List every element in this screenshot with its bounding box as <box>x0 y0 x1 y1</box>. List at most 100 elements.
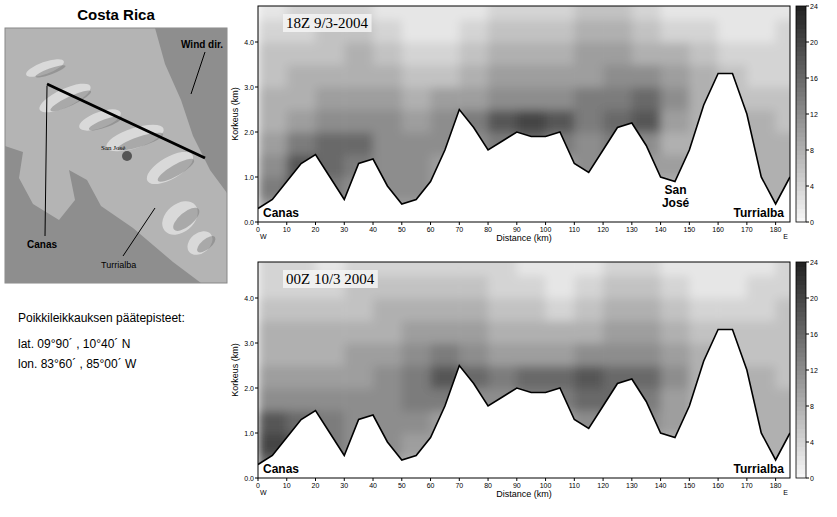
colorbar-step <box>796 262 806 267</box>
x-tick <box>545 222 546 225</box>
colorbar-step <box>796 384 806 389</box>
colorbar-step <box>796 375 806 380</box>
cell <box>459 262 488 276</box>
cell <box>661 343 690 366</box>
cell <box>316 87 345 110</box>
x-tick-label: 90 <box>513 482 521 489</box>
cell <box>488 276 517 299</box>
colorbar-step <box>796 20 806 25</box>
cell <box>344 87 373 110</box>
cell <box>459 6 488 20</box>
cell <box>574 366 603 389</box>
cell <box>488 42 517 65</box>
cell <box>776 276 790 299</box>
x-tick <box>401 222 402 225</box>
cell <box>459 42 488 65</box>
x-tick-label: 90 <box>513 226 521 233</box>
colorbar: 04812162024 <box>796 3 818 226</box>
cell <box>546 276 575 299</box>
chart: 0102030405060708090100110120130140150160… <box>230 0 818 243</box>
cell <box>661 65 690 88</box>
cell <box>431 262 460 276</box>
cell <box>517 42 546 65</box>
cell <box>546 6 575 20</box>
x-tick-label: 70 <box>455 226 463 233</box>
cell <box>689 276 718 299</box>
x-tick-label: 130 <box>626 226 638 233</box>
cell <box>661 388 690 411</box>
x-tick <box>660 478 661 481</box>
x-tick-label: 110 <box>569 482 580 489</box>
cell <box>488 65 517 88</box>
map-label: Canas <box>27 239 57 250</box>
cell <box>459 65 488 88</box>
map-label: San José <box>101 144 125 152</box>
x-tick <box>516 478 517 481</box>
direction-label: W <box>260 233 267 240</box>
cell <box>661 298 690 321</box>
cell <box>488 20 517 43</box>
colorbar-step <box>796 420 806 425</box>
cell <box>776 388 790 411</box>
cell <box>574 343 603 366</box>
cell <box>316 298 345 321</box>
x-tick <box>603 222 604 225</box>
cell <box>632 343 661 366</box>
colorbar-tick-label: 4 <box>810 183 814 190</box>
colorbar-step <box>796 168 806 173</box>
colorbar-step <box>796 123 806 128</box>
place-label: Turrialba <box>734 462 785 476</box>
colorbar-step <box>796 29 806 34</box>
cell <box>459 87 488 110</box>
cell <box>517 65 546 88</box>
colorbar-frame <box>796 6 806 222</box>
title-patch <box>283 14 372 32</box>
colorbar-step <box>796 92 806 97</box>
x-tick <box>373 222 374 225</box>
cell <box>287 110 316 133</box>
cell <box>488 87 517 110</box>
label-line: San <box>665 183 687 197</box>
cell <box>776 87 790 110</box>
colorbar-step <box>796 200 806 205</box>
cell <box>373 87 402 110</box>
cell <box>344 366 373 389</box>
colorbar-tick <box>806 114 809 115</box>
cell <box>258 65 287 88</box>
x-tick-label: 170 <box>741 226 753 233</box>
cell <box>488 366 517 389</box>
colorbar-step <box>796 155 806 160</box>
colorbar-step <box>796 146 806 151</box>
colorbar-step <box>796 424 806 429</box>
label-line: José <box>662 196 690 210</box>
colorbar-step <box>796 438 806 443</box>
cell <box>632 20 661 43</box>
colorbar-step <box>796 65 806 70</box>
cell <box>459 298 488 321</box>
cell <box>661 20 690 43</box>
cell <box>661 110 690 133</box>
x-tick-label: 140 <box>655 482 667 489</box>
cell <box>661 366 690 389</box>
cell <box>632 321 661 344</box>
x-tick <box>574 222 575 225</box>
cell <box>689 6 718 20</box>
cell <box>517 6 546 20</box>
place-label: SanJosé <box>662 183 690 210</box>
cell <box>316 388 345 411</box>
colorbar-tick <box>806 406 809 407</box>
y-tick-label: 4.0 <box>244 39 254 46</box>
cell <box>431 343 460 366</box>
colorbar-step <box>796 78 806 83</box>
cell <box>574 132 603 155</box>
colorbar-step <box>796 271 806 276</box>
direction-label: E <box>783 489 788 496</box>
cell <box>603 6 632 20</box>
colorbar-tick-label: 20 <box>810 295 818 302</box>
x-tick-label: 50 <box>398 226 406 233</box>
cell <box>517 343 546 366</box>
cell <box>373 65 402 88</box>
colorbar-step <box>796 173 806 178</box>
cell <box>574 276 603 299</box>
cell <box>344 65 373 88</box>
